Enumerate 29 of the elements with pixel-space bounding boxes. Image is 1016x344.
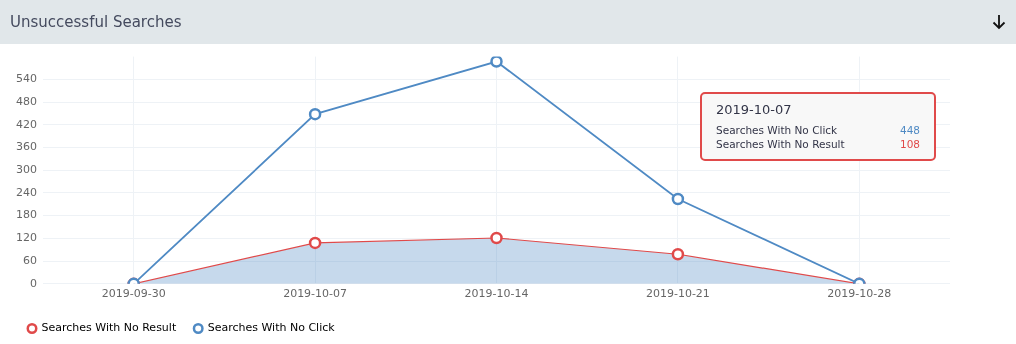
annotation: 448 (899, 123, 920, 137)
y-tick-label: 180 (16, 208, 37, 222)
y-tick-label: 540 (16, 72, 37, 86)
y-tick-label: 480 (16, 94, 37, 108)
y-tick-label: 0 (30, 276, 37, 290)
point (308, 107, 322, 121)
point (671, 248, 685, 261)
point (490, 231, 503, 245)
chart-title: Unsuccessful Searches (10, 13, 182, 31)
annotation: 2019-10-07 (716, 102, 793, 117)
point (490, 56, 503, 68)
x-tick-label: 2019-10-14 (464, 287, 529, 301)
y-tick-label: 60 (23, 253, 37, 267)
annotation: Searches With No Result (716, 137, 845, 151)
y-tick-label: 240 (16, 185, 37, 199)
annotation: Searches With No Click (716, 123, 838, 137)
x-tick-label: 2019-10-28 (827, 287, 892, 301)
x-tick-label: 2019-09-30 (101, 287, 166, 301)
legend-label: Searches With No Click (207, 321, 336, 335)
legend-label: Searches With No Result (41, 321, 177, 335)
x-tick-label: 2019-10-21 (645, 287, 710, 301)
y-tick-label: 300 (16, 163, 37, 177)
point (308, 236, 322, 250)
y-tick-label: 420 (16, 117, 37, 131)
y-tick-label: 120 (16, 231, 37, 245)
x-tick-label: 2019-10-07 (283, 287, 348, 301)
point (671, 192, 685, 206)
annotation: 108 (899, 137, 920, 151)
y-tick-label: 360 (16, 140, 37, 154)
